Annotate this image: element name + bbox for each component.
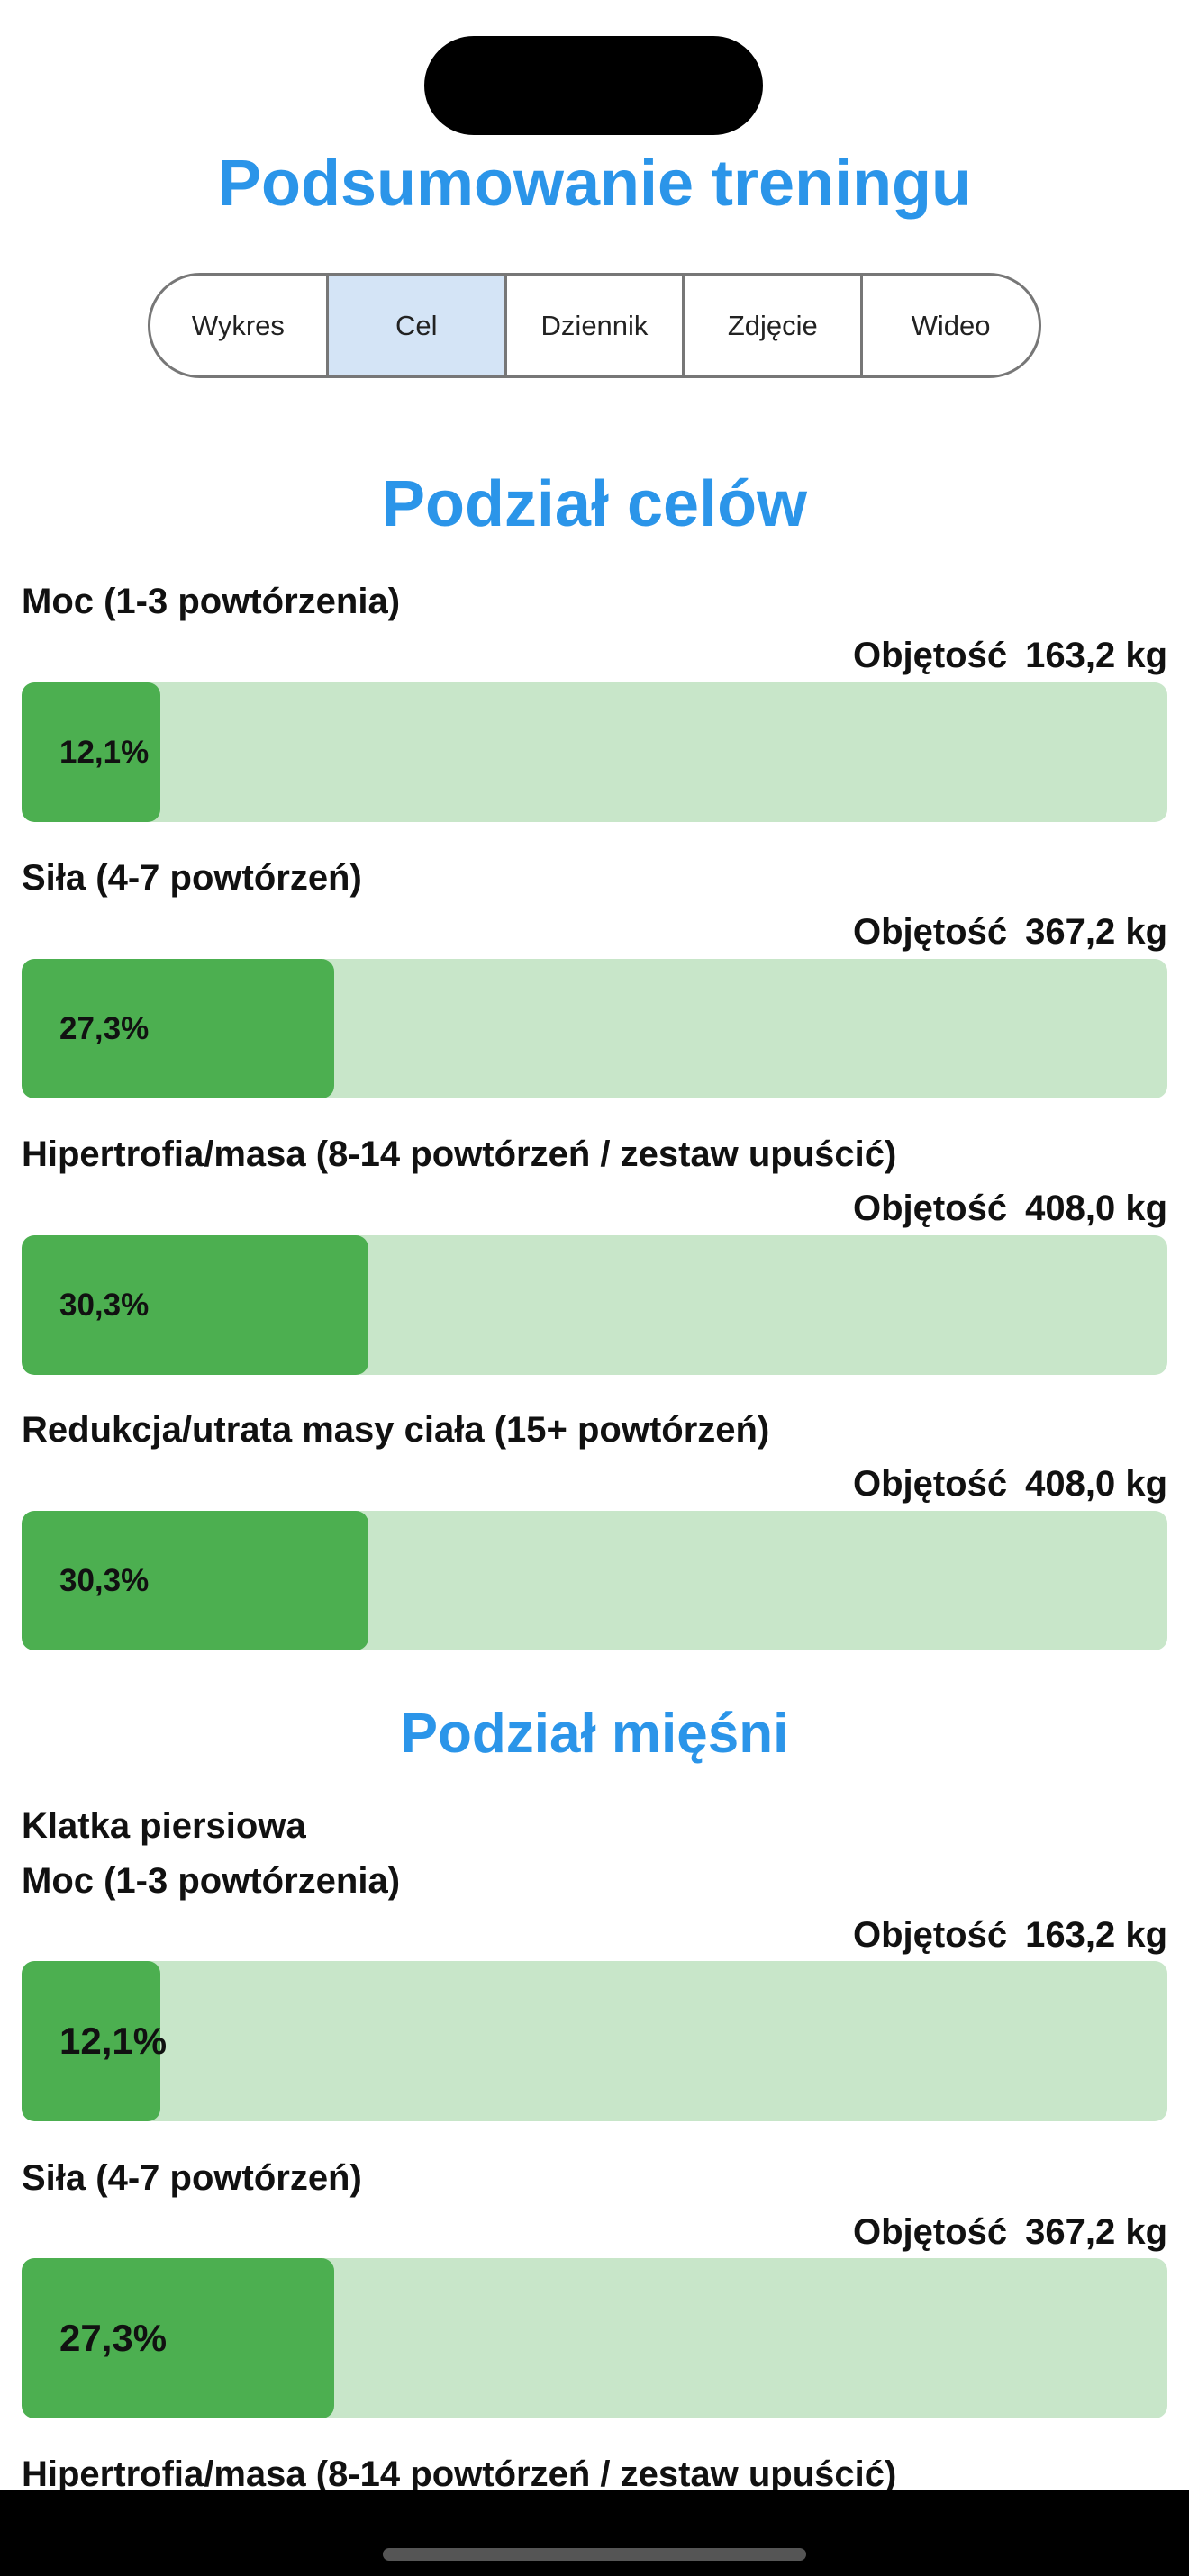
row-label: Hipertrofia/masa (8-14 powtórzeń / zesta…	[22, 2454, 897, 2494]
row-label: Siła (4-7 powtórzeń)	[22, 2158, 362, 2198]
volume: Objętość 408,0 kg	[853, 1186, 1167, 1231]
volume-value: 408,0 kg	[1025, 1464, 1167, 1504]
volume: Objętość 367,2 kg	[853, 2210, 1167, 2255]
percent-label: 12,1%	[59, 2020, 168, 2062]
percent-label: 30,3%	[59, 1562, 150, 1598]
progress-fill	[22, 959, 335, 1098]
percent-label: 27,3%	[59, 2317, 168, 2359]
percent-label: 12,1%	[59, 734, 150, 770]
volume-label: Objętość	[852, 636, 1008, 675]
volume-value: 367,2 kg	[1025, 2212, 1167, 2252]
tab[interactable]: Wideo	[860, 276, 1039, 375]
volume: Objętość 163,2 kg	[853, 633, 1167, 678]
volume: Objętość 367,2 kg	[853, 909, 1167, 954]
progress-fill	[22, 1961, 160, 2121]
row-label: Siła (4-7 powtórzeń)	[22, 858, 362, 898]
volume: Objętość 163,2 kg	[853, 1912, 1167, 1957]
volume-value: 163,2 kg	[1025, 1915, 1167, 1955]
section-title: Podział mięśni	[400, 1703, 789, 1765]
progress-track: 30,3%	[22, 1235, 1167, 1375]
row-label: Moc (1-3 powtórzenia)	[22, 582, 401, 621]
tab[interactable]: Dziennik	[504, 276, 683, 375]
progress-fill	[22, 1511, 369, 1650]
volume-label: Objętość	[852, 1915, 1008, 1955]
volume-label: Objętość	[852, 2212, 1008, 2252]
row-label: Redukcja/utrata masy ciała (15+ powtórze…	[22, 1410, 770, 1450]
bottom-bar	[0, 2490, 1189, 2576]
camera-notch	[424, 36, 763, 135]
muscle-group: Klatka piersiowa	[22, 1806, 306, 1846]
tab[interactable]: Zdjęcie	[682, 276, 860, 375]
progress-track: 30,3%	[22, 1511, 1167, 1650]
volume-value: 163,2 kg	[1025, 636, 1167, 675]
home-indicator	[383, 2548, 806, 2561]
row-label: Moc (1-3 powtórzenia)	[22, 1861, 401, 1901]
volume-label: Objętość	[852, 912, 1008, 952]
progress-fill	[22, 1235, 369, 1375]
section-title: Podział celów	[381, 468, 808, 540]
percent-label: 27,3%	[59, 1010, 150, 1046]
progress-fill	[22, 682, 160, 822]
progress-track: 12,1%	[22, 682, 1167, 822]
segmented-control: Wykres Cel Dziennik Zdjęcie Wideo	[148, 273, 1041, 378]
volume-label: Objętość	[852, 1189, 1008, 1228]
volume-value: 408,0 kg	[1025, 1189, 1167, 1228]
tab[interactable]: Wykres	[191, 310, 285, 341]
progress-track: 12,1%	[22, 1961, 1167, 2121]
progress-fill	[22, 2258, 335, 2418]
tab[interactable]: Cel	[325, 276, 504, 375]
volume: Objętość 408,0 kg	[853, 1461, 1167, 1506]
page-title: Podsumowanie treningu	[217, 148, 972, 220]
volume-label: Objętość	[852, 1464, 1008, 1504]
progress-track: 27,3%	[22, 959, 1167, 1098]
volume-value: 367,2 kg	[1025, 912, 1167, 952]
percent-label: 30,3%	[59, 1287, 150, 1323]
progress-track: 27,3%	[22, 2258, 1167, 2418]
row-label: Hipertrofia/masa (8-14 powtórzeń / zesta…	[22, 1134, 897, 1174]
